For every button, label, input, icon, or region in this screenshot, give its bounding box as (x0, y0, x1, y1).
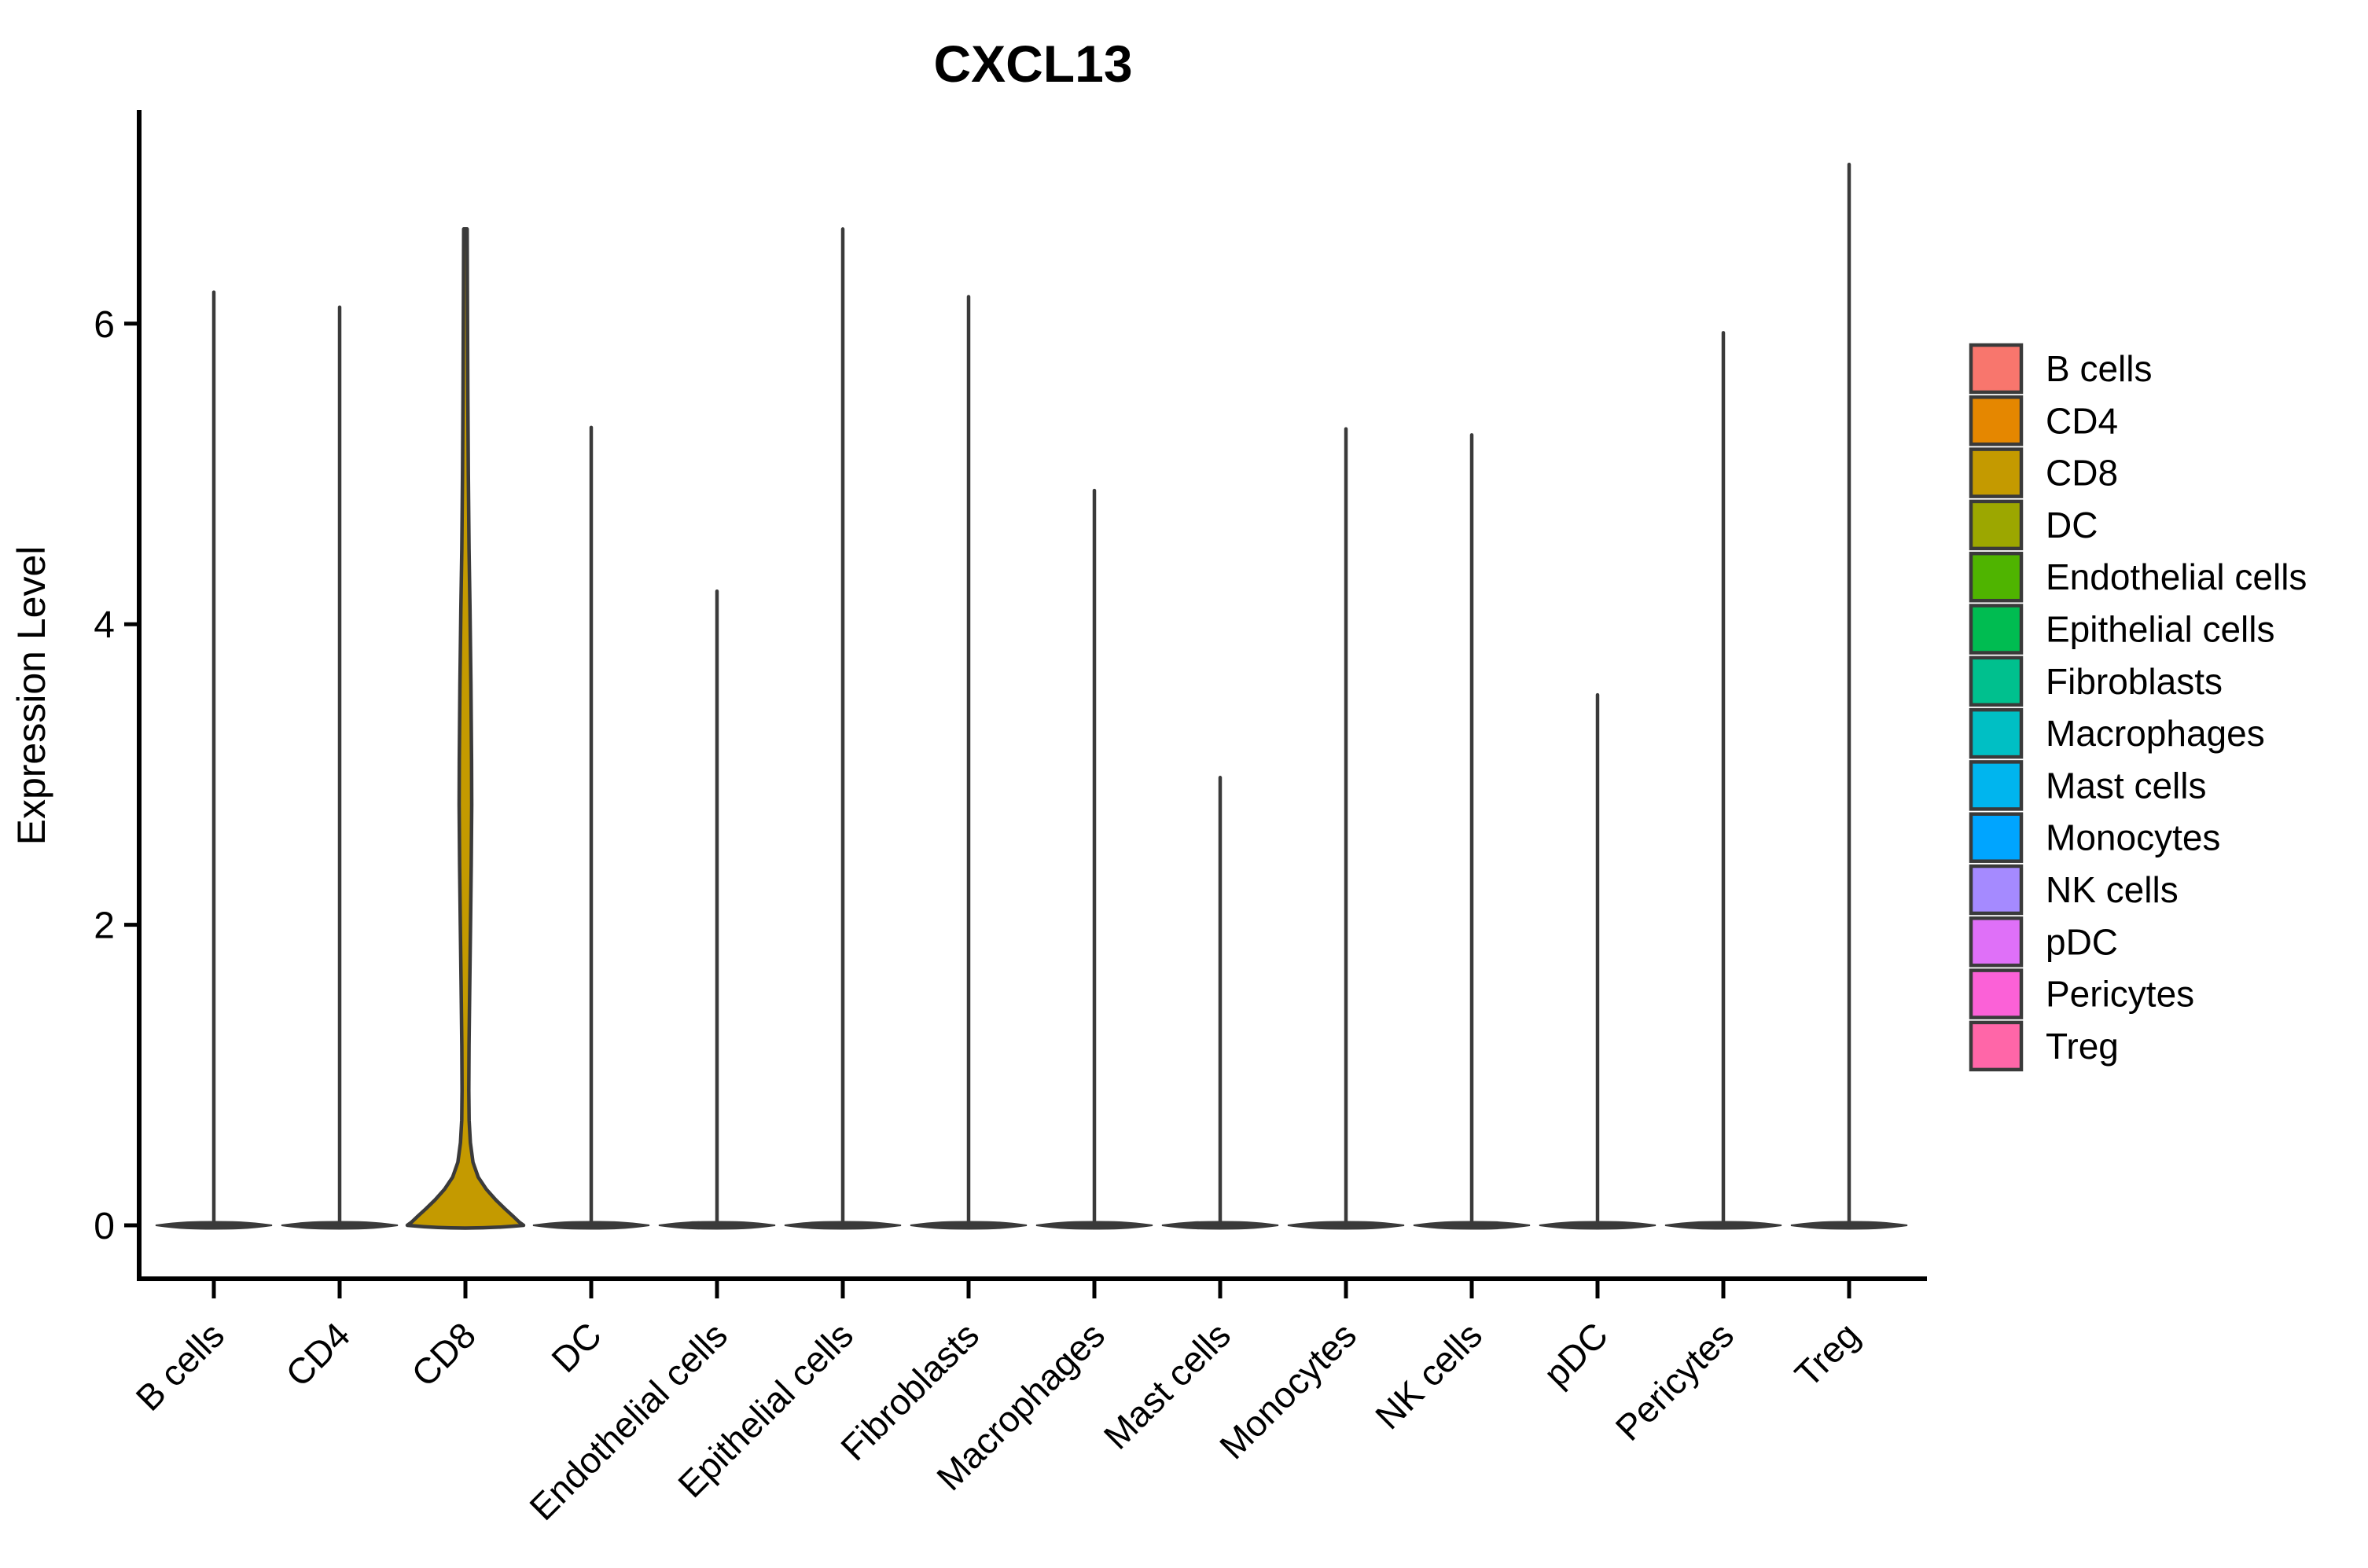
legend-label-monocytes: Monocytes (2046, 817, 2220, 858)
legend-swatch-cd8 (1969, 447, 2024, 498)
y-tick-label-4: 4 (94, 604, 115, 646)
legend-label-fibroblasts: Fibroblasts (2046, 661, 2223, 702)
legend-label-epithelial-cells: Epithelial cells (2046, 609, 2274, 650)
legend-swatch-b-cells (1969, 343, 2024, 395)
legend-swatch-nk-cells (1969, 864, 2024, 916)
y-axis-title: Expression Level (9, 546, 53, 846)
legend-swatch-pdc (1969, 916, 2024, 968)
legend-swatch-treg (1969, 1020, 2024, 1072)
legend-label-b-cells: B cells (2046, 348, 2152, 389)
legend-label-treg: Treg (2046, 1026, 2119, 1067)
legend-label-endothelial-cells: Endothelial cells (2046, 556, 2307, 597)
legend-label-nk-cells: NK cells (2046, 869, 2179, 910)
y-tick-label-2: 2 (94, 905, 115, 947)
legend-swatch-epithelial-cells (1969, 604, 2024, 655)
x-tick-label-monocytes: Monocytes (1212, 1314, 1364, 1467)
legend-label-dc: DC (2046, 505, 2098, 545)
x-tick-label-pdc: pDC (1535, 1314, 1616, 1394)
legend-swatch-mast-cells (1969, 760, 2024, 811)
x-tick-label-cd4: CD4 (278, 1314, 358, 1394)
legend-label-macrophages: Macrophages (2046, 713, 2265, 754)
legend-swatch-dc (1969, 499, 2024, 551)
y-tick-label-6: 6 (94, 304, 115, 346)
legend-swatch-endothelial-cells (1969, 551, 2024, 603)
legend-swatch-monocytes (1969, 812, 2024, 863)
legend-label-cd4: CD4 (2046, 400, 2118, 441)
legend-swatch-pericytes (1969, 968, 2024, 1019)
legend-swatch-fibroblasts (1969, 655, 2024, 707)
legend-label-cd8: CD8 (2046, 453, 2118, 494)
legend-label-pdc: pDC (2046, 921, 2118, 962)
y-tick-label-0: 0 (94, 1206, 115, 1247)
plot-panel: 0 2 4 6 B cells CD4 CD8 DC Endothelial cells Epit… (94, 110, 2307, 1528)
x-tick-label-b-cells: B cells (127, 1314, 232, 1419)
legend-swatch-macrophages (1969, 707, 2024, 759)
x-tick-label-treg: Treg (1787, 1314, 1867, 1394)
x-tick-label-dc: DC (543, 1314, 609, 1380)
plot-title: CXCL13 (933, 35, 1132, 93)
x-tick-label-pericytes: Pericytes (1608, 1314, 1742, 1449)
legend-label-pericytes: Pericytes (2046, 974, 2194, 1015)
violin-cd8 (405, 227, 526, 1230)
legend-label-mast-cells: Mast cells (2046, 765, 2206, 806)
x-tick-label-nk-cells: NK cells (1367, 1314, 1490, 1437)
legend-swatch-cd4 (1969, 395, 2024, 446)
x-tick-label-cd8: CD8 (403, 1314, 484, 1394)
